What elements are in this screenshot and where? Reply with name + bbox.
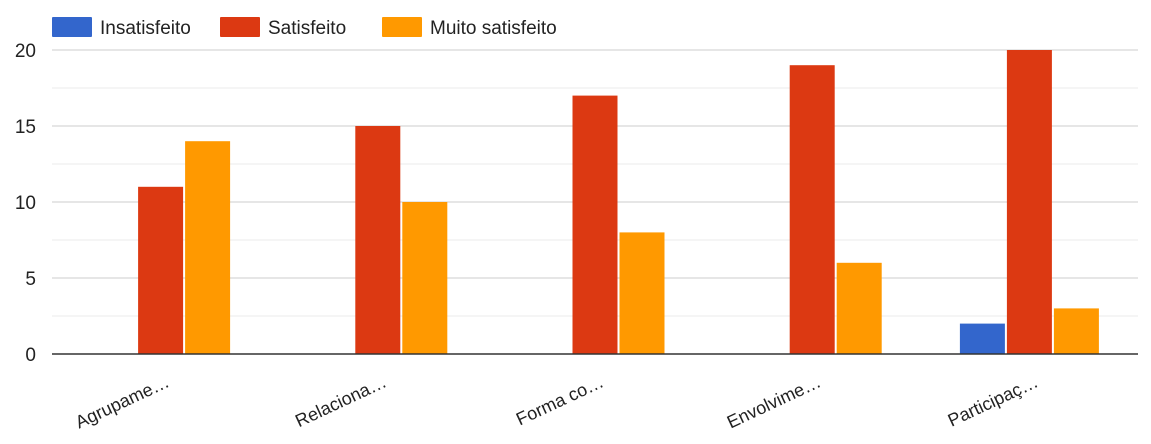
bar-muito-satisfeito (185, 141, 230, 354)
x-category-label: Forma co… (513, 371, 607, 429)
legend-label: Satisfeito (268, 18, 346, 39)
bar-muito-satisfeito (1054, 308, 1099, 354)
x-category-label: Envolvime… (724, 371, 824, 432)
legend-swatch (382, 17, 422, 37)
y-tick-label: 15 (15, 117, 36, 138)
bar-satisfeito (355, 126, 400, 354)
legend: Insatisfeito Satisfeito Muito satisfeito (52, 17, 557, 39)
y-tick-label: 5 (25, 269, 36, 290)
bar-muito-satisfeito (620, 232, 665, 354)
x-category-label: Participaç… (945, 371, 1041, 430)
bar-satisfeito (573, 96, 618, 354)
bar-satisfeito (1007, 50, 1052, 354)
y-tick-label: 20 (15, 41, 36, 62)
legend-label: Muito satisfeito (430, 18, 557, 39)
legend-swatch (220, 17, 260, 37)
legend-swatch (52, 17, 92, 37)
bar-satisfeito (138, 187, 183, 354)
y-tick-label: 0 (25, 345, 36, 366)
legend-label: Insatisfeito (100, 18, 191, 39)
bar-muito-satisfeito (402, 202, 447, 354)
y-tick-label: 10 (15, 193, 36, 214)
bar-satisfeito (790, 65, 835, 354)
bar-insatisfeito (960, 324, 1005, 354)
x-category-label: Agrupame… (72, 371, 172, 432)
bar-muito-satisfeito (837, 263, 882, 354)
x-category-label: Relaciona… (292, 371, 389, 431)
